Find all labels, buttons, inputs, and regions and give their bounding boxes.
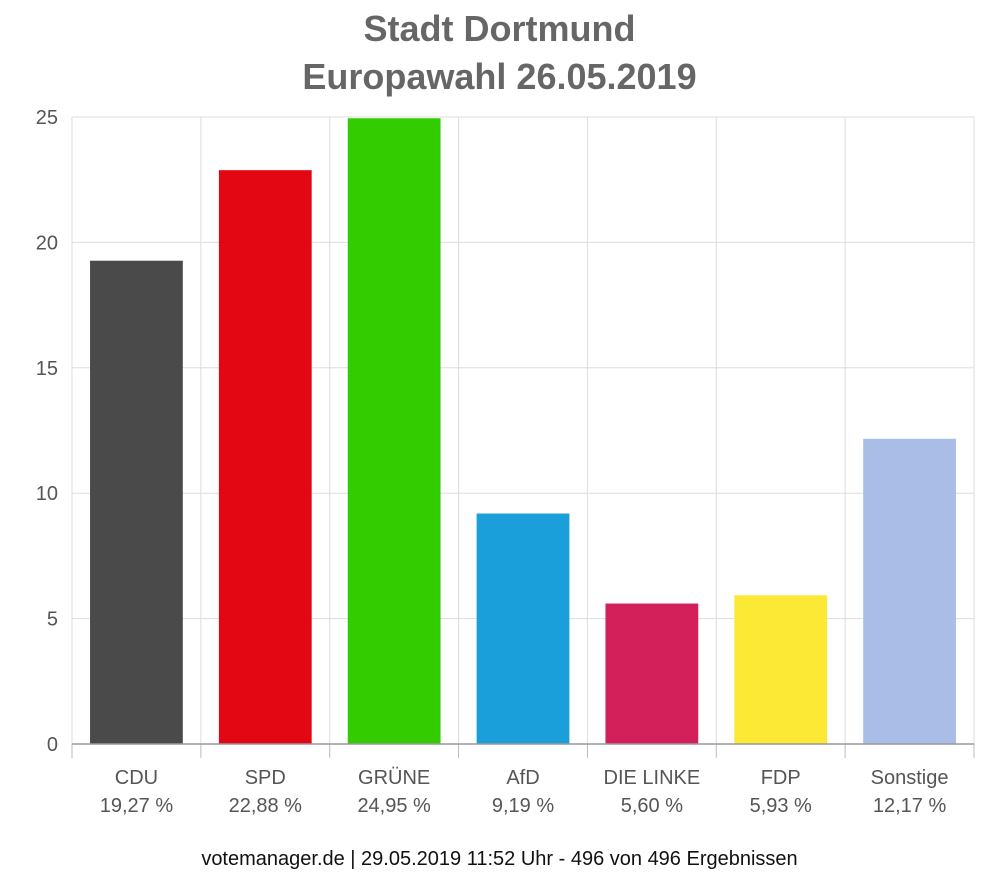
bar (476, 513, 570, 744)
bar (218, 170, 312, 744)
data-label: 12,17 % (873, 795, 947, 817)
bar (734, 595, 828, 744)
x-tick-label: AfD (506, 767, 539, 789)
x-tick-label: GRÜNE (358, 767, 430, 789)
data-label: 22,88 % (229, 795, 303, 817)
x-tick-label: DIE LINKE (604, 767, 701, 789)
data-label: 5,93 % (750, 795, 812, 817)
x-tick-label: SPD (245, 767, 286, 789)
y-tick-label: 10 (36, 483, 58, 505)
y-tick-label: 25 (36, 107, 58, 129)
plot-area: 0 5 10 15 20 25 CDU 19,27 % SPD 22,88 % GRÜNE 24,95… (36, 107, 975, 817)
y-tick-label: 5 (47, 609, 58, 631)
y-tick-label: 0 (47, 734, 58, 756)
x-tick-label: CDU (115, 767, 158, 789)
data-label: 5,60 % (621, 795, 683, 817)
bar (90, 260, 183, 744)
footer-source: votemanager.de | 29.05.2019 11:52 Uhr - … (201, 848, 798, 870)
bar (863, 438, 956, 744)
bar (347, 118, 441, 744)
y-tick-label: 15 (36, 358, 58, 380)
bar (605, 603, 699, 744)
chart-title: Stadt Dortmund (363, 8, 636, 49)
x-tick-label: FDP (761, 767, 801, 789)
data-label: 19,27 % (100, 795, 174, 817)
data-label: 24,95 % (357, 795, 431, 817)
y-tick-label: 20 (36, 232, 58, 254)
chart-subtitle: Europawahl 26.05.2019 (302, 56, 697, 97)
x-tick-label: Sonstige (871, 767, 949, 789)
data-label: 9,19 % (492, 795, 554, 817)
